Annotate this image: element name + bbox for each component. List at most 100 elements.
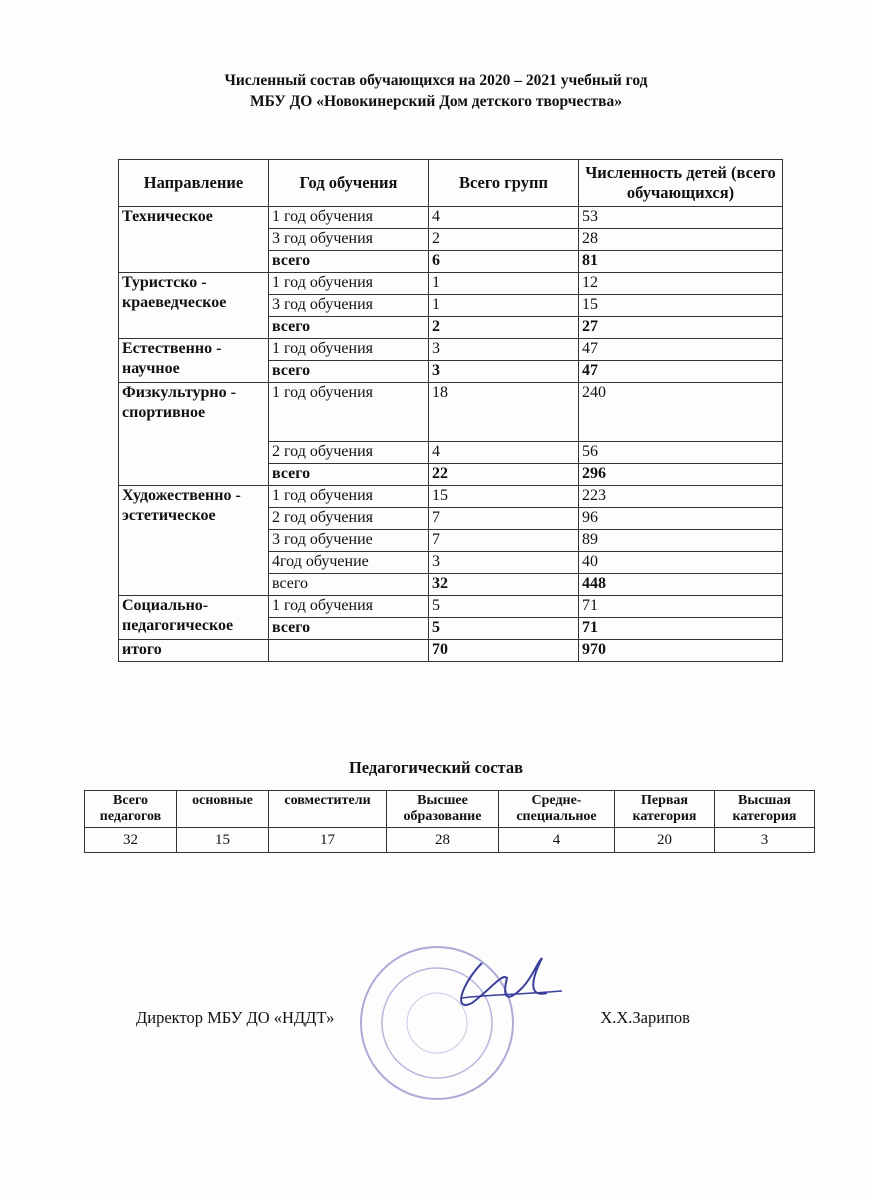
- year-cell: всего: [268, 250, 429, 273]
- groups-cell: 18: [428, 382, 579, 442]
- groups-cell: 5: [428, 617, 579, 640]
- total-row: итого 70 970: [118, 639, 783, 662]
- children-cell: 47: [578, 360, 783, 383]
- year-cell: 3 год обучение: [268, 529, 429, 552]
- table-row: Социально-педагогическое 1 год обучения 5 7…: [118, 595, 783, 640]
- table-row: Художественно - эстетическое 1 год обучен…: [118, 485, 783, 596]
- groups-cell: 7: [428, 507, 579, 530]
- staff-header: Высшее образование: [386, 790, 499, 828]
- children-cell: 12: [578, 272, 783, 295]
- groups-cell: 3: [428, 338, 579, 361]
- column-header: Всего групп: [428, 159, 579, 207]
- year-cell: 1 год обучения: [268, 338, 429, 361]
- students-table: Направление Год обучения Всего групп Числен…: [118, 159, 783, 662]
- staff-value: 17: [268, 827, 387, 853]
- children-cell: 223: [578, 485, 783, 508]
- total-cell: итого: [118, 639, 269, 662]
- stamp-and-signature: [360, 946, 563, 1100]
- table-row: Туристско - краеведческое 1 год обучения 1…: [118, 272, 783, 339]
- staff-header: совместители: [268, 790, 387, 828]
- document-title: Численный состав обучающихся на 2020 – 2…: [224, 72, 648, 110]
- column-header: Направление: [118, 159, 269, 207]
- groups-cell: 1: [428, 272, 579, 295]
- table-row: Естественно - научное 1 год обучения 3 47: [118, 338, 783, 383]
- column-header: Численность детей (всего обучающихся): [578, 159, 783, 207]
- year-cell: 1 год обучения: [268, 595, 429, 618]
- staff-header: Высшая категория: [714, 790, 815, 828]
- groups-cell: 2: [428, 316, 579, 339]
- groups-cell: 4: [428, 441, 579, 464]
- staff-header: Средне-специальное: [498, 790, 615, 828]
- year-cell: 3 год обучения: [268, 294, 429, 317]
- groups-cell: 32: [428, 573, 579, 596]
- staff-value: 28: [386, 827, 499, 853]
- table-row: Техническое 1 год обучения 4 53: [118, 206, 783, 273]
- total-cell: [268, 639, 429, 662]
- children-cell: 89: [578, 529, 783, 552]
- children-cell: 71: [578, 595, 783, 618]
- total-cell: 970: [578, 639, 783, 662]
- table-row: всего 32 448: [119, 573, 783, 596]
- groups-cell: 3: [428, 551, 579, 574]
- staff-value: 4: [498, 827, 615, 853]
- groups-cell: 22: [428, 463, 579, 486]
- groups-cell: 3: [428, 360, 579, 383]
- table-row: 3 год обучения 2 28: [119, 228, 783, 251]
- children-cell: 15: [578, 294, 783, 317]
- children-cell: 40: [578, 551, 783, 574]
- children-cell: 240: [578, 382, 783, 442]
- signature-position: Директор МБУ ДО «НДДТ»: [136, 1008, 335, 1027]
- table-row: всего 5 71: [119, 617, 783, 640]
- year-cell: 4год обучение: [268, 551, 429, 574]
- children-cell: 81: [578, 250, 783, 273]
- table-row: 2 год обучения 4 56: [119, 441, 783, 464]
- children-cell: 53: [578, 206, 783, 229]
- staff-value: 32: [84, 827, 177, 853]
- staff-value: 3: [714, 827, 815, 853]
- direction-cell: Физкультурно - спортивное: [118, 382, 269, 486]
- year-cell: всего: [268, 573, 429, 596]
- table-row: 4год обучение 3 40: [119, 551, 783, 574]
- groups-cell: 6: [428, 250, 579, 273]
- groups-cell: 15: [428, 485, 579, 508]
- children-cell: 56: [578, 441, 783, 464]
- direction-cell: Естественно - научное: [118, 338, 269, 383]
- staff-header: основные: [176, 790, 269, 828]
- table-row: 2 год обучения 7 96: [119, 507, 783, 530]
- groups-cell: 7: [428, 529, 579, 552]
- groups-cell: 2: [428, 228, 579, 251]
- children-cell: 27: [578, 316, 783, 339]
- direction-cell: Туристско - краеведческое: [118, 272, 269, 339]
- year-cell: 1 год обучения: [268, 485, 429, 508]
- table-row: 3 год обучение 7 89: [119, 529, 783, 552]
- signature-row: Директор МБУ ДО «НДДТ» Х.Х.Зарипов: [136, 933, 776, 1103]
- table-row: Физкультурно - спортивное 1 год обучения 1…: [118, 382, 783, 486]
- direction-cell: Техническое: [118, 206, 269, 273]
- year-cell: 1 год обучения: [268, 382, 429, 442]
- total-cell: 70: [428, 639, 579, 662]
- groups-cell: 1: [428, 294, 579, 317]
- staff-header: Первая категория: [614, 790, 715, 828]
- column-header: Год обучения: [268, 159, 429, 207]
- direction-cell: Художественно - эстетическое: [118, 485, 269, 596]
- groups-cell: 5: [428, 595, 579, 618]
- groups-cell: 4: [428, 206, 579, 229]
- staff-table: Всего педагогов основные совместители Высше…: [84, 790, 815, 853]
- year-cell: 1 год обучения: [268, 206, 429, 229]
- children-cell: 71: [578, 617, 783, 640]
- staff-header: Всего педагогов: [84, 790, 177, 828]
- year-cell: 2 год обучения: [268, 441, 429, 464]
- children-cell: 47: [578, 338, 783, 361]
- year-cell: всего: [268, 316, 429, 339]
- signature-name: Х.Х.Зарипов: [600, 1008, 690, 1027]
- children-cell: 296: [578, 463, 783, 486]
- children-cell: 28: [578, 228, 783, 251]
- year-cell: 2 год обучения: [268, 507, 429, 530]
- year-cell: 1 год обучения: [268, 272, 429, 295]
- children-cell: 448: [578, 573, 783, 596]
- direction-cell: Социально-педагогическое: [118, 595, 269, 640]
- year-cell: всего: [268, 463, 429, 486]
- children-cell: 96: [578, 507, 783, 530]
- year-cell: всего: [268, 360, 429, 383]
